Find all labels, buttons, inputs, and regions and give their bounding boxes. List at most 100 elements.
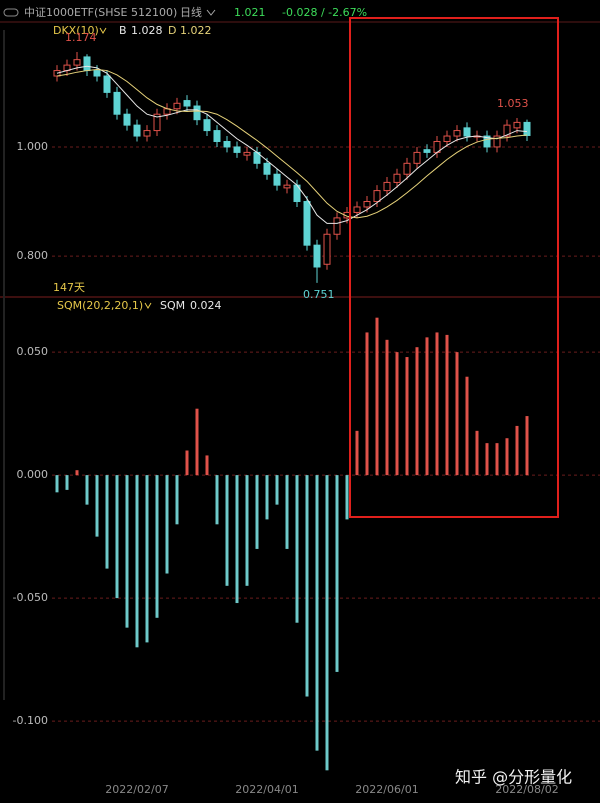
candle-body	[113, 91, 121, 115]
legend-value: 0.024	[190, 299, 222, 312]
candle-body	[243, 151, 251, 156]
histogram-bar	[505, 438, 509, 476]
histogram-bar	[155, 475, 159, 618]
candle-body	[83, 56, 91, 72]
x-tick-label: 2022/06/01	[355, 783, 418, 796]
candle-body	[453, 130, 461, 137]
candle-body	[103, 75, 111, 93]
highlight-box	[349, 17, 559, 518]
histogram-bar	[65, 475, 69, 490]
histogram-bar	[475, 430, 479, 476]
histogram-bar	[365, 332, 369, 476]
histogram-bar	[85, 475, 89, 505]
histogram-bar	[115, 475, 119, 599]
watermark: 知乎 @分形量化	[455, 768, 572, 787]
histogram-bar	[445, 334, 449, 476]
candle-body	[93, 70, 101, 77]
indicator-dropdown[interactable]	[144, 302, 152, 309]
histogram-bar	[335, 475, 339, 672]
histogram-bar	[315, 475, 319, 751]
histogram-bar	[75, 470, 79, 476]
plot-area: 0.800 1.000 1.174 0.751 1.053 -0.100 -0.050 0.0…	[13, 31, 600, 796]
histogram-bar	[395, 352, 399, 476]
candle-body	[383, 181, 391, 192]
indicator-dropdown[interactable]	[99, 27, 107, 34]
high-label: 1.174	[65, 31, 97, 44]
histogram-bar	[235, 475, 239, 604]
histogram-bar	[205, 455, 209, 476]
candle-body	[493, 135, 501, 148]
candle-body	[223, 140, 231, 148]
histogram-bar	[305, 475, 309, 697]
histogram-bar	[275, 475, 279, 505]
candle-body	[423, 149, 431, 153]
y-tick-label: 1.000	[17, 140, 49, 153]
x-tick-label: 2022/08/02	[495, 783, 558, 796]
legend-value: 1.022	[180, 24, 212, 37]
annotation: 147天	[53, 281, 85, 294]
candle-body	[133, 124, 141, 137]
candle-body	[463, 127, 471, 137]
histogram-bar	[55, 475, 59, 493]
histogram-bar	[455, 352, 459, 476]
histogram-bar	[495, 443, 499, 476]
candle-body	[523, 121, 531, 136]
legend-name: D	[168, 24, 176, 37]
candle-body	[443, 135, 451, 142]
y-tick-label: 0.050	[17, 345, 49, 358]
symbol-name: 中证1000ETF(SHSE 512100)	[24, 6, 177, 19]
candle-body	[363, 201, 371, 208]
candle-body	[183, 100, 191, 107]
legend-value: 1.028	[131, 24, 163, 37]
histogram-bar	[435, 332, 439, 476]
histogram-bar	[375, 317, 379, 476]
histogram-bar	[185, 450, 189, 476]
period-dropdown[interactable]	[206, 9, 216, 16]
histogram-bar	[325, 475, 329, 771]
histogram-bar	[425, 337, 429, 476]
candle-body	[193, 105, 201, 121]
indicator-name: DKX(10)	[53, 24, 99, 37]
histogram-bar	[145, 475, 149, 643]
candle-body	[373, 190, 381, 203]
y-tick-label: 0.000	[17, 468, 49, 481]
candle-body	[263, 162, 271, 175]
candle-body	[283, 184, 291, 189]
price-change: -0.028 / -2.67%	[282, 6, 367, 19]
histogram-bar	[415, 347, 419, 476]
candle-body	[513, 121, 521, 129]
histogram-bar	[215, 475, 219, 525]
histogram-bar	[295, 475, 299, 623]
candle-body	[143, 130, 151, 137]
dkx-line	[56, 68, 528, 219]
candle-body	[353, 206, 361, 213]
last-price: 1.021	[234, 6, 266, 19]
histogram-bar	[265, 475, 269, 520]
y-tick-label: -0.100	[13, 714, 48, 727]
candle-body	[153, 113, 161, 132]
y-tick-label: -0.050	[13, 591, 48, 604]
histogram-bar	[405, 357, 409, 476]
x-tick-label: 2022/04/01	[235, 783, 298, 796]
candle-body	[483, 135, 491, 148]
histogram-bar	[195, 408, 199, 476]
indicator-name: SQM(20,2,20,1)	[57, 299, 143, 312]
histogram-bar	[485, 443, 489, 476]
link-icon[interactable]	[3, 8, 19, 17]
y-tick-label: 0.800	[17, 249, 49, 262]
candle-body	[403, 162, 411, 175]
histogram-bar	[125, 475, 129, 628]
histogram-bar	[525, 416, 529, 476]
candle-body	[503, 124, 511, 137]
histogram-bar	[255, 475, 259, 549]
candle-body	[413, 151, 421, 164]
histogram-bar	[225, 475, 229, 586]
histogram-bar	[175, 475, 179, 525]
histogram-bar	[105, 475, 109, 569]
period[interactable]: 日线	[180, 5, 202, 19]
histogram-bar	[345, 475, 349, 520]
legend-name: SQM	[160, 299, 185, 312]
candle-body	[273, 173, 281, 186]
high-label: 1.053	[497, 97, 529, 110]
